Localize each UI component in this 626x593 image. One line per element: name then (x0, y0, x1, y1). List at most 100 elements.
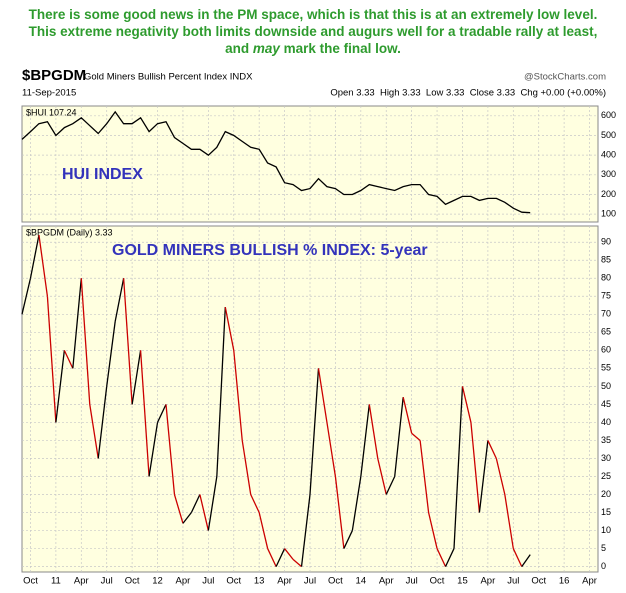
line-segment (156, 404, 167, 423)
x-tick-label: 14 (356, 576, 367, 587)
comment: There is some good news in the PM space,… (20, 6, 606, 57)
line-segment (63, 350, 74, 369)
y-tick-label: 5 (601, 543, 606, 553)
y-tick-label: 25 (601, 471, 611, 481)
line-segment (377, 458, 387, 495)
source: @StockCharts.com (524, 72, 606, 83)
x-tick-label: Jul (101, 576, 113, 587)
line-segment (258, 512, 269, 549)
line-segment (106, 321, 116, 387)
x-tick-label: Oct (125, 576, 140, 587)
x-tick-label: Apr (176, 576, 191, 587)
line-segment (38, 234, 49, 297)
line-segment (512, 548, 523, 567)
line-segment (427, 512, 438, 549)
line-segment (317, 368, 328, 423)
line-segment (241, 440, 252, 495)
y-tick-label: 60 (601, 345, 611, 355)
comment-text: There is some good news in the PM space,… (28, 7, 598, 56)
line-segment (334, 476, 345, 549)
line-segment (478, 440, 489, 513)
y-tick-label: 90 (601, 237, 611, 247)
y-tick-label: 600 (601, 110, 616, 120)
y-tick-label: 0 (601, 561, 606, 571)
y-tick-label: 85 (601, 255, 611, 265)
line-segment (436, 548, 447, 567)
line-segment (139, 350, 150, 477)
line-segment (72, 278, 82, 369)
line (21, 110, 531, 214)
y-tick-label: 300 (601, 169, 616, 179)
line-segment (131, 350, 142, 405)
x-tick-label: Oct (23, 576, 38, 587)
line-segment (444, 548, 455, 567)
line-segment (385, 476, 396, 495)
line-segment (504, 494, 514, 549)
y-tick-label: 80 (601, 273, 611, 283)
x-tick-label: Oct (226, 576, 241, 587)
line-segment (275, 548, 286, 567)
line-segment (182, 512, 192, 524)
line-segment (148, 422, 159, 477)
line-segment (326, 422, 337, 477)
y-tick-label: 30 (601, 453, 611, 463)
y-tick-label: 15 (601, 507, 611, 517)
line-segment (394, 397, 404, 477)
line-segment (470, 422, 481, 513)
line-segment (360, 404, 370, 477)
x-tick-label: 11 (51, 576, 61, 587)
line-segment (292, 558, 302, 568)
x-tick-label: Apr (480, 576, 495, 587)
line-segment (97, 386, 108, 459)
comment-text: mark the final low. (279, 41, 401, 56)
x-tick-label: Jul (507, 576, 519, 587)
date: 11-Sep-2015 (22, 88, 76, 99)
line-segment (453, 386, 464, 549)
line-segment (80, 278, 91, 405)
line-segment (173, 494, 184, 524)
y-tick-label: 75 (601, 291, 611, 301)
line-segment (55, 350, 65, 423)
line-segment (21, 278, 32, 315)
line-segment (284, 548, 294, 560)
x-tick-label: 16 (559, 576, 570, 587)
line-segment (216, 307, 226, 477)
comment-text: may (252, 41, 280, 56)
y-tick-label: 100 (601, 209, 616, 219)
y-tick-label: 40 (601, 417, 611, 427)
y-tick-label: 10 (601, 525, 611, 535)
quote: Open 3.33 High 3.33 Low 3.33 Close 3.33 … (330, 88, 606, 99)
line-segment (46, 296, 57, 423)
y-tick-label: 70 (601, 309, 611, 319)
y-tick-label: 20 (601, 489, 611, 499)
line-segment (461, 386, 472, 423)
line-segment (487, 440, 497, 459)
symbol: $BPGDM (22, 67, 86, 84)
line-segment (199, 494, 209, 531)
line-segment (495, 458, 506, 495)
x-tick-label: Oct (531, 576, 546, 587)
x-tick-label: Apr (74, 576, 89, 587)
line-segment (300, 494, 311, 567)
line-segment (368, 404, 379, 459)
x-tick-label: 15 (457, 576, 468, 587)
legend: $BPGDM (Daily) 3.33 (26, 227, 113, 237)
line-segment (411, 432, 421, 441)
line-segment (224, 306, 235, 351)
line-segment (343, 530, 353, 549)
y-tick-label: 500 (601, 130, 616, 140)
line-segment (207, 476, 218, 531)
line-segment (190, 494, 201, 513)
x-tick-label: Jul (406, 576, 418, 587)
line-segment (29, 234, 40, 279)
line-segment (165, 404, 176, 495)
y-tick-label: 35 (601, 435, 611, 445)
y-tick-label: 65 (601, 327, 611, 337)
line-segment (521, 554, 531, 567)
annotation: GOLD MINERS BULLISH % INDEX: 5-year (112, 242, 428, 259)
line-segment (250, 494, 260, 513)
legend: $HUI 107.24 (26, 107, 77, 117)
y-tick-label: 55 (601, 363, 611, 373)
